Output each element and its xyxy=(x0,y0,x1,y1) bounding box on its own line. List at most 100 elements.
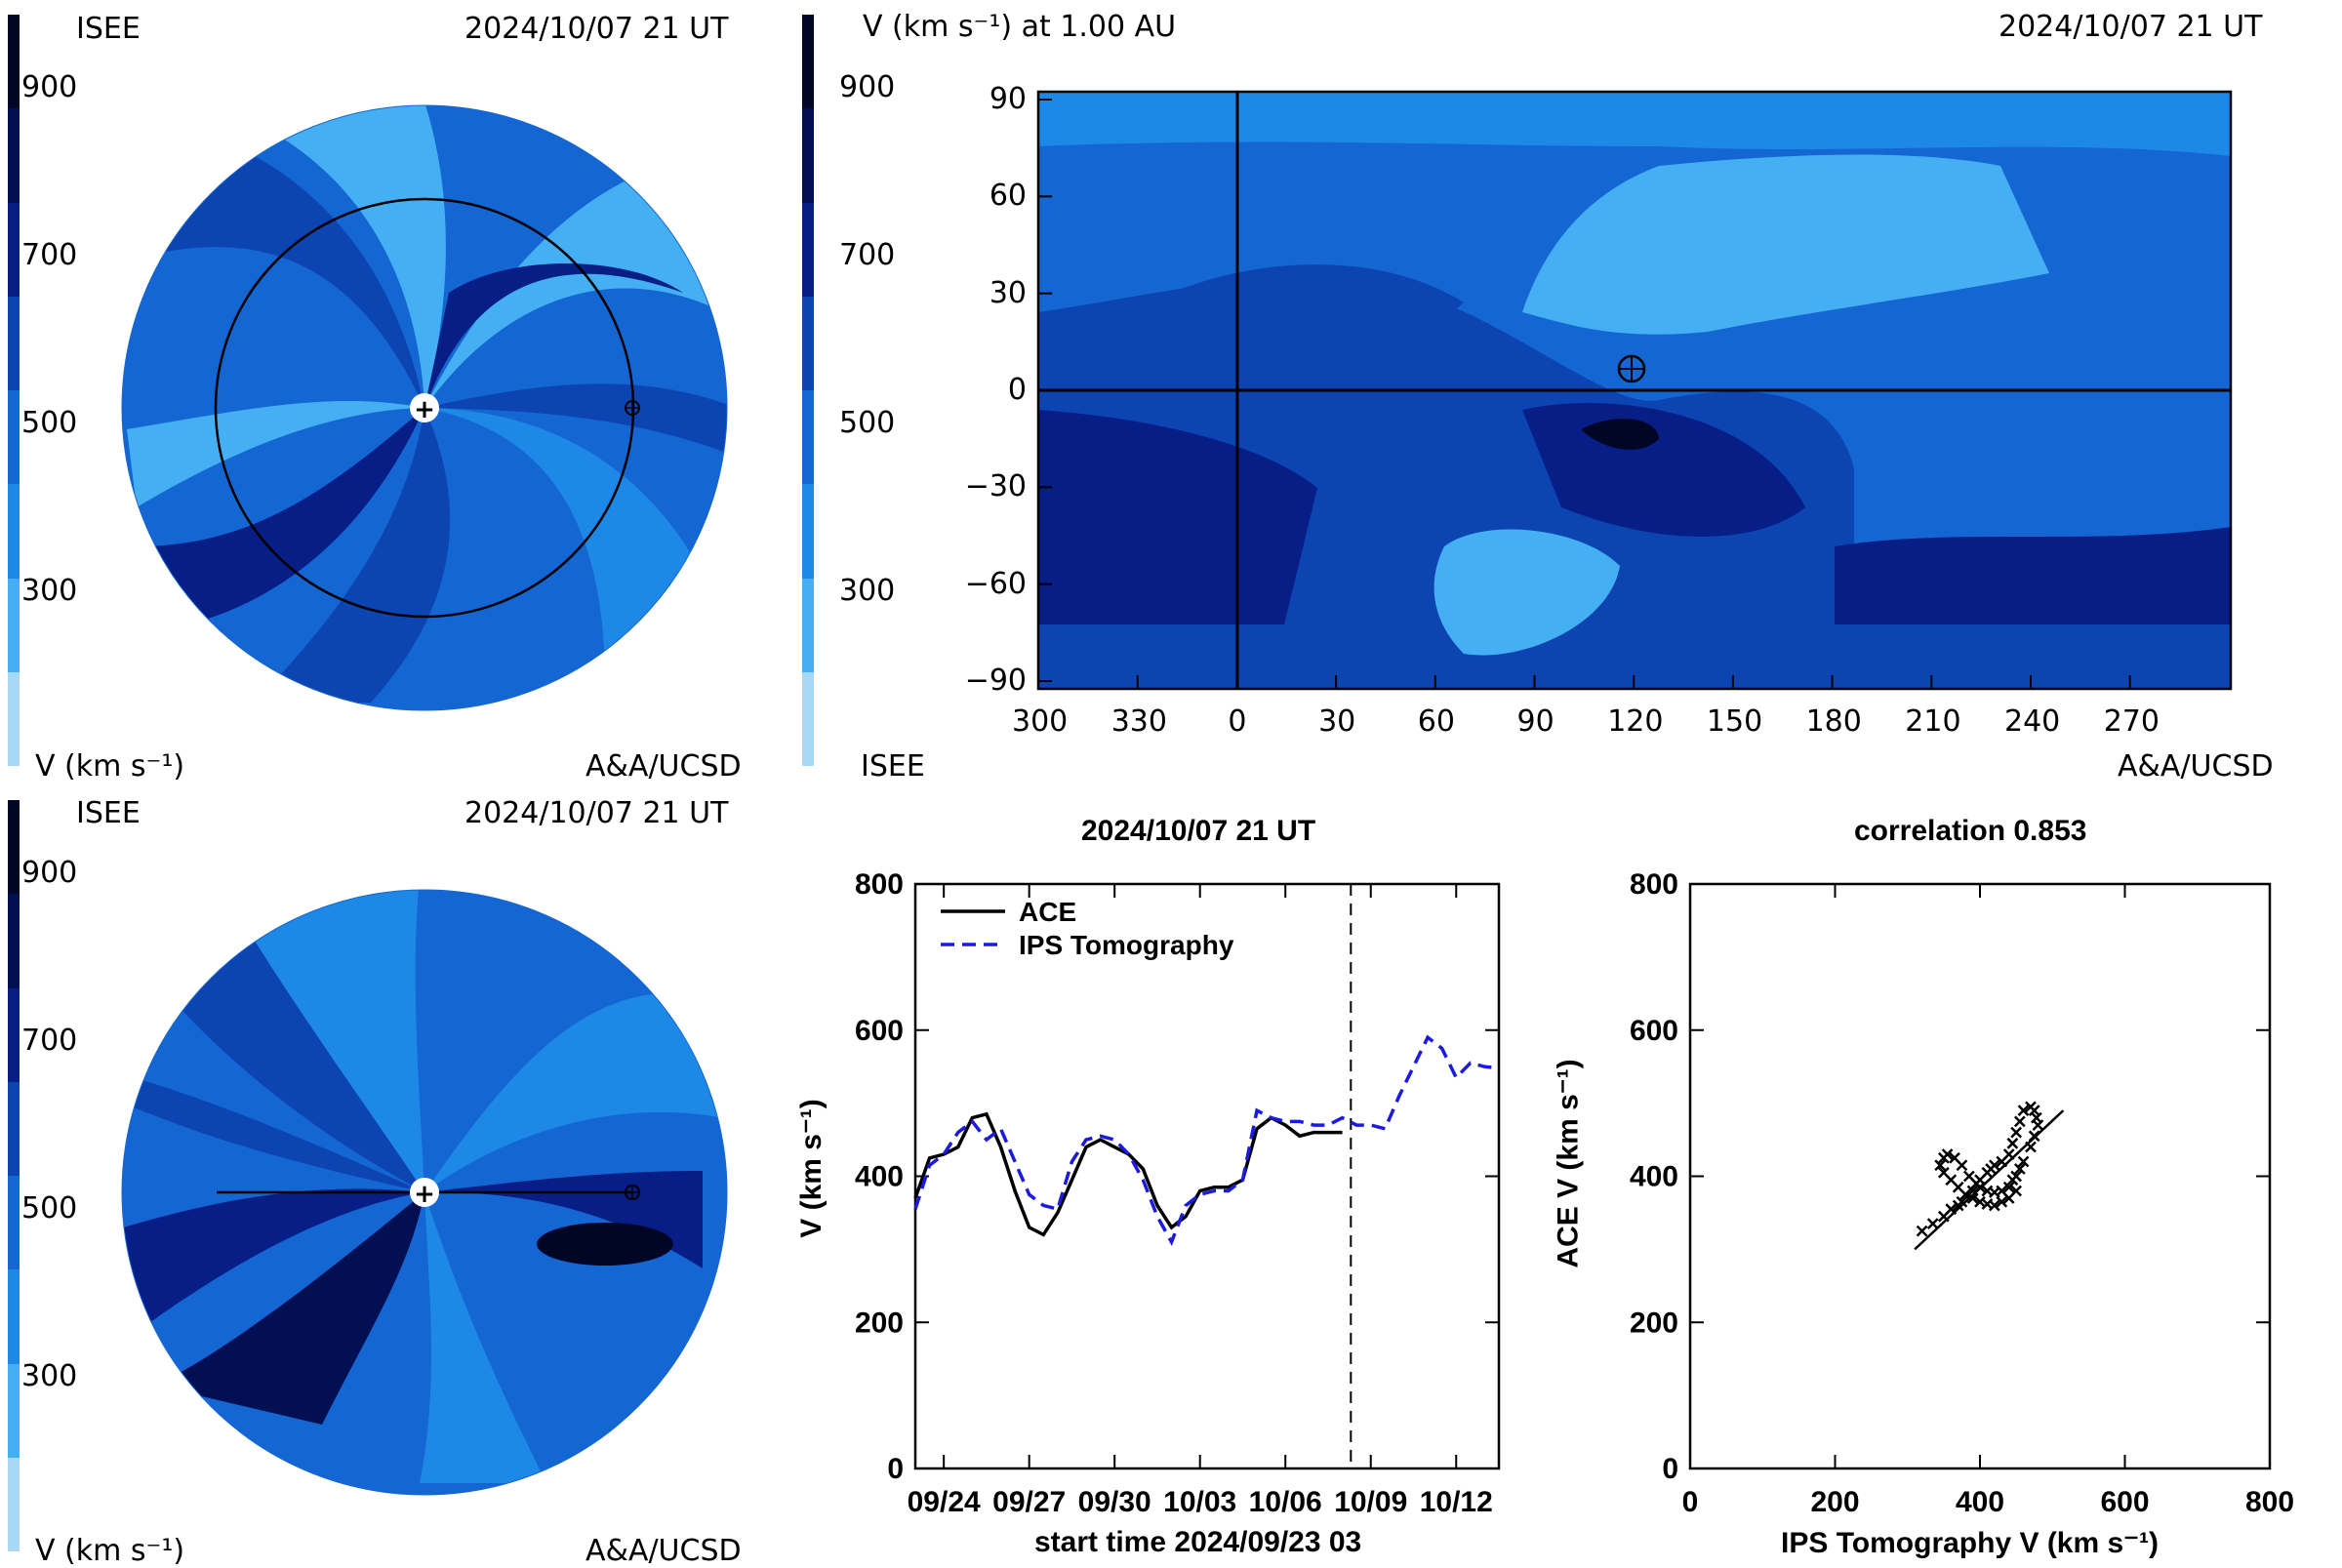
colorbar-band xyxy=(8,578,20,672)
scatter-point xyxy=(2010,1170,2023,1183)
colorbar-band xyxy=(802,484,814,579)
colorbar-tick-label: 300 xyxy=(839,574,896,608)
scatter-point xyxy=(1996,1195,2008,1208)
scatter-point xyxy=(1962,1170,1975,1183)
map-xtick-label: 210 xyxy=(1905,704,1961,739)
colorbar-band xyxy=(8,800,20,895)
map-xtick-label: 90 xyxy=(1516,704,1555,739)
ytick-label: 200 xyxy=(855,1307,904,1339)
scatter-point xyxy=(2028,1105,2040,1116)
colorbar-map xyxy=(802,15,814,766)
xtick-label: 800 xyxy=(2245,1486,2294,1518)
ytick-label: 200 xyxy=(1630,1307,1678,1339)
scatter-point xyxy=(1988,1199,2000,1212)
scatter-point xyxy=(1956,1159,1968,1172)
timestamp: 2024/10/07 21 UT xyxy=(464,796,729,830)
colorbar-band xyxy=(802,671,814,766)
colorbar-tick-label: 500 xyxy=(839,406,896,440)
colorbar-tick-label: 700 xyxy=(21,1024,78,1058)
credit-label: A&A/UCSD xyxy=(2118,749,2274,784)
legend-label: ACE xyxy=(1019,897,1076,927)
ytick-label: 0 xyxy=(887,1453,904,1485)
ytick-label: 600 xyxy=(1630,1015,1678,1047)
scatter-point xyxy=(1970,1178,1983,1189)
scatter-point xyxy=(1974,1195,1986,1208)
scatter-point xyxy=(2013,1115,2026,1128)
colorbar-band xyxy=(8,1269,20,1364)
scatter-point xyxy=(1937,1151,1950,1164)
scatter-point xyxy=(2002,1148,2015,1160)
colorbar-band xyxy=(802,578,814,672)
line-chart-ylabel: V (km s⁻¹) xyxy=(794,1099,828,1238)
xtick-label: 09/27 xyxy=(992,1486,1066,1518)
legend-label: IPS Tomography xyxy=(1019,930,1234,960)
colorbar-tick-label: 700 xyxy=(21,238,78,272)
scatter-point xyxy=(2025,1141,2037,1153)
scatter-point xyxy=(2010,1185,2023,1197)
credit-label: A&A/UCSD xyxy=(586,1534,742,1568)
scatter-chart-xlabel: IPS Tomography V (km s⁻¹) xyxy=(1781,1527,2159,1559)
ytick-label: 400 xyxy=(855,1161,904,1193)
ytick-label: 800 xyxy=(855,868,904,901)
scatter-point xyxy=(1952,1199,1964,1212)
colorbar-band xyxy=(8,987,20,1082)
map-header: V (km s⁻¹) at 1.00 AU xyxy=(863,10,1177,44)
colorbar-tick-label: 700 xyxy=(839,238,896,272)
scatter-point xyxy=(1934,1159,1947,1172)
map-xtick-label: 180 xyxy=(1805,704,1862,739)
scatter-point xyxy=(2006,1174,2019,1186)
scatter-point xyxy=(1981,1166,1994,1179)
units-label: V (km s⁻¹) xyxy=(35,749,185,784)
colorbar-band xyxy=(8,108,20,203)
scatter-point xyxy=(2002,1192,2015,1204)
colorbar-band xyxy=(8,390,20,485)
map-xtick-label: 150 xyxy=(1706,704,1763,739)
colorbar-band xyxy=(8,1081,20,1176)
colorbar-bottom-left xyxy=(8,800,20,1551)
colorbar-band xyxy=(8,894,20,988)
colorbar-tick-label: 500 xyxy=(21,406,78,440)
xtick-label: 09/24 xyxy=(908,1486,981,1518)
map-xtick-label: 0 xyxy=(1228,704,1247,739)
colorbar-band xyxy=(8,1363,20,1458)
xtick-label: 10/12 xyxy=(1420,1486,1493,1518)
colorbar-band xyxy=(8,1176,20,1270)
scatter-point xyxy=(1949,1151,1960,1164)
scatter-point xyxy=(1966,1192,1979,1204)
scatter-point xyxy=(1974,1174,1986,1186)
scatter-point xyxy=(2028,1130,2040,1143)
xtick-label: 200 xyxy=(1810,1486,1859,1518)
map-ytick-label: 90 xyxy=(989,82,1027,116)
scatter-point xyxy=(1966,1185,1979,1197)
series-line-0 xyxy=(913,1111,1343,1237)
colorbar-band xyxy=(802,15,814,109)
line-chart-frame xyxy=(913,882,1501,1470)
scatter-point xyxy=(1996,1155,2008,1168)
credit-label: A&A/UCSD xyxy=(586,749,742,784)
map-ytick-label: −90 xyxy=(964,663,1027,698)
scatter-point xyxy=(2017,1105,2030,1116)
scatter-point xyxy=(1981,1198,1994,1210)
map-ytick-label: −30 xyxy=(964,469,1027,504)
scatter-chart-frame xyxy=(1688,882,2272,1470)
colorbar-band xyxy=(8,671,20,766)
colorbar-tick-label: 300 xyxy=(21,574,78,608)
fit-line xyxy=(1914,1109,2065,1251)
ytick-label: 600 xyxy=(855,1015,904,1047)
scatter-point xyxy=(1988,1159,2000,1172)
timestamp: 2024/10/07 21 UT xyxy=(464,12,729,46)
map-xtick-label: 270 xyxy=(2103,704,2160,739)
colorbar-tick-label: 300 xyxy=(21,1359,78,1393)
timestamp: 2024/10/07 21 UT xyxy=(1999,10,2263,44)
scatter-point xyxy=(1945,1174,1958,1186)
scatter-point xyxy=(1985,1163,1998,1175)
xtick-label: 10/09 xyxy=(1334,1486,1407,1518)
colorbar-tick-label: 900 xyxy=(21,70,78,104)
xtick-label: 10/06 xyxy=(1249,1486,1322,1518)
colorbar-band xyxy=(8,1457,20,1551)
ytick-label: 400 xyxy=(1630,1161,1678,1193)
